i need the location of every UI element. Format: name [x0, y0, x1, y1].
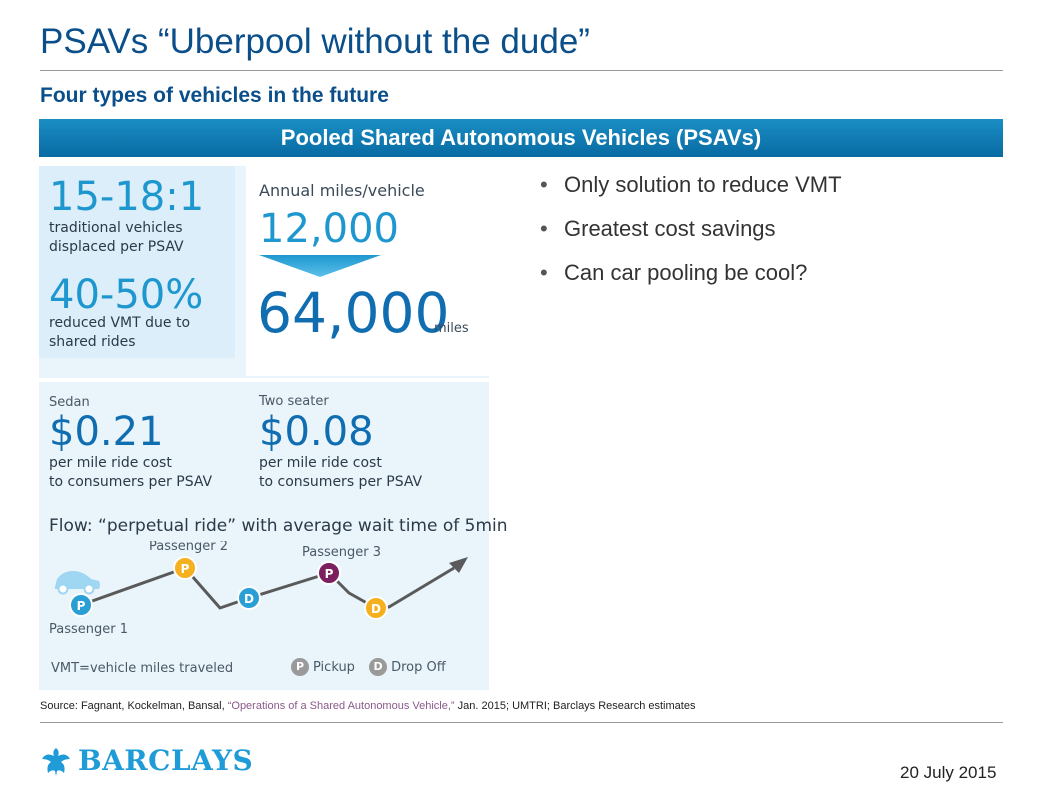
key-point: • Greatest cost savings	[540, 216, 842, 242]
marker-pickup-letter: P	[181, 562, 190, 576]
stats-panel	[39, 166, 235, 358]
miles-unit: miles	[434, 321, 469, 336]
two-seater-label: Two seater	[259, 394, 329, 409]
annual-miles-label: Annual miles/vehicle	[259, 181, 425, 200]
route-arrowhead-icon	[449, 557, 468, 573]
psav-annual-miles: 64,000	[257, 281, 450, 345]
source-quote: “Operations of a Shared Autonomous Vehic…	[227, 700, 455, 712]
key-points-list: • Only solution to reduce VMT • Greatest c…	[540, 172, 842, 304]
two-desc-line-2: to consumers per PSAV	[259, 474, 423, 490]
passenger-3-label: Passenger 3	[302, 545, 381, 560]
passenger-1-pickup-marker: P	[69, 593, 93, 617]
vmt-reduction-desc: reduced VMT due to shared rides	[49, 315, 191, 350]
vmt-reduction-pct: 40-50%	[49, 272, 204, 318]
flow-title: Flow: “perpetual ride” with average wait…	[49, 516, 508, 536]
ride-flow-diagram: P P D P D Passenger 2 Passenger 3 Passen…	[49, 541, 468, 637]
source-prefix: Source: Fagnant, Kockelman, Bansal,	[40, 700, 228, 712]
passenger-3-pickup-marker: P	[317, 561, 341, 585]
key-point: • Can car pooling be cool?	[540, 260, 842, 286]
key-point-text: Greatest cost savings	[564, 216, 776, 241]
eagle-icon	[42, 747, 70, 776]
marker-pickup-letter: P	[77, 599, 86, 613]
passenger-2-pickup-marker: P	[173, 556, 197, 580]
marker-dropoff-letter: D	[244, 592, 254, 606]
sedan-cost: $0.21	[49, 409, 164, 455]
source-note: Source: Fagnant, Kockelman, Bansal, “Ope…	[40, 700, 695, 712]
passenger-1-label: Passenger 1	[49, 622, 128, 637]
logo-wordmark: BARCLAYS	[78, 744, 254, 777]
barclays-logo: BARCLAYS	[40, 744, 253, 777]
sedan-label: Sedan	[49, 395, 90, 410]
dropoff-legend-label: Drop Off	[391, 659, 446, 675]
section-banner: Pooled Shared Autonomous Vehicles (PSAVs…	[39, 119, 1003, 157]
bullet-icon: •	[540, 216, 548, 241]
marker-legend: P Pickup D Drop Off	[291, 658, 456, 676]
pickup-legend-icon: P	[291, 658, 309, 676]
report-date: 20 July 2015	[900, 763, 997, 782]
key-point-text: Can car pooling be cool?	[564, 260, 808, 285]
marker-pickup-letter: P	[325, 567, 334, 581]
dropoff-legend-icon: D	[369, 658, 388, 676]
passenger-2-label: Passenger 2	[149, 541, 228, 554]
traditional-annual-miles: 12,000	[259, 206, 399, 252]
marker-dropoff-letter: D	[371, 602, 381, 616]
key-point-text: Only solution to reduce VMT	[564, 172, 842, 197]
section-divider	[39, 378, 489, 382]
title-divider	[40, 70, 1003, 71]
bullet-icon: •	[540, 260, 548, 285]
car-icon	[55, 571, 100, 595]
ride-route-line	[80, 566, 455, 610]
passenger-1-dropoff-marker: D	[237, 586, 261, 610]
sedan-desc-line-1: per mile ride cost	[49, 455, 172, 471]
source-suffix: Jan. 2015; UMTRI; Barclays Research esti…	[454, 700, 696, 712]
two-seater-cost: $0.08	[259, 409, 374, 455]
page-subtitle: Four types of vehicles in the future	[40, 84, 389, 107]
vmt-definition-note: VMT=vehicle miles traveled	[51, 661, 234, 676]
pickup-legend-label: Pickup	[313, 659, 355, 675]
psav-infographic: 15-18:1 traditional vehicles displaced p…	[39, 166, 508, 690]
displacement-ratio: 15-18:1	[49, 174, 205, 220]
sedan-desc-line-2: to consumers per PSAV	[49, 474, 213, 490]
two-desc-line-1: per mile ride cost	[259, 455, 382, 471]
page-title: PSAVs “Uberpool without the dude”	[40, 22, 590, 61]
annual-miles-panel	[246, 166, 489, 376]
key-point: • Only solution to reduce VMT	[540, 172, 842, 198]
two-seater-cost-desc: per mile ride cost to consumers per PSAV	[259, 454, 479, 492]
passenger-2-dropoff-marker: D	[364, 596, 388, 620]
bullet-icon: •	[540, 172, 548, 197]
sedan-cost-desc: per mile ride cost to consumers per PSAV	[49, 454, 249, 492]
down-arrow-icon	[259, 255, 381, 277]
displacement-ratio-desc: traditional vehicles displaced per PSAV	[49, 220, 184, 255]
footer-divider	[40, 722, 1003, 723]
